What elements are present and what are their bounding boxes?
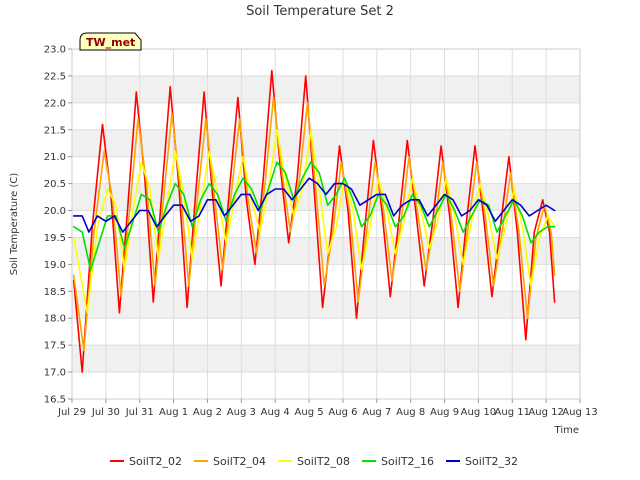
y-tick-label: 21.0 — [44, 152, 66, 163]
legend-item: SoilT2_16 — [362, 455, 434, 468]
plot-frame — [71, 48, 581, 400]
x-tick-label: Aug 11 — [495, 407, 530, 418]
legend-item: SoilT2_04 — [194, 455, 266, 468]
x-tick-label: Aug 3 — [227, 407, 256, 418]
x-axis-label: Time — [554, 425, 579, 436]
x-tick-label: Aug 2 — [193, 407, 222, 418]
y-axis-label: Soil Temperature (C) — [9, 173, 20, 276]
x-tick-label: Jul 29 — [57, 407, 86, 418]
y-tick-label: 23.0 — [44, 45, 66, 56]
y-tick-label: 22.0 — [44, 98, 66, 109]
legend-label: SoilT2_08 — [297, 455, 350, 468]
plot-band — [72, 75, 580, 103]
legend-label: SoilT2_04 — [213, 455, 266, 468]
site-label-shape — [79, 32, 142, 51]
y-tick-label: 19.5 — [44, 233, 66, 244]
y-axis-ticks: 16.5 17.0 17.5 18.0 18.5 19.0 19.5 20.0 20.5 21.0… — [44, 45, 72, 406]
x-tick-label: Aug 5 — [295, 407, 324, 418]
series-line-soilt2_16 — [72, 161, 556, 271]
series-line-soilt2_08 — [72, 129, 556, 314]
series-lines — [72, 69, 556, 373]
x-tick-label: Aug 9 — [430, 407, 459, 418]
y-tick-label: 20.5 — [44, 179, 66, 190]
plot-band — [72, 291, 580, 319]
x-tick-label: Aug 10 — [461, 407, 496, 418]
plot-band — [72, 345, 580, 373]
site-label-box: TW_met — [79, 32, 142, 51]
legend: SoilT2_02 SoilT2_04 SoilT2_08 SoilT2_16 Soil… — [110, 455, 518, 468]
legend-item: SoilT2_02 — [110, 455, 182, 468]
y-tick-label: 22.5 — [44, 71, 66, 82]
legend-label: SoilT2_32 — [465, 455, 518, 468]
y-tick-label: 17.5 — [44, 341, 66, 352]
y-tick-label: 19.0 — [44, 260, 66, 271]
x-tick-label: Aug 6 — [328, 407, 357, 418]
legend-label: SoilT2_02 — [129, 455, 182, 468]
chart-title: Soil Temperature Set 2 — [246, 4, 394, 19]
y-tick-label: 21.5 — [44, 125, 66, 136]
x-tick-label: Aug 13 — [562, 407, 597, 418]
x-tick-label: Aug 8 — [396, 407, 425, 418]
x-tick-label: Aug 12 — [528, 407, 563, 418]
x-tick-label: Aug 1 — [159, 407, 188, 418]
legend-label: SoilT2_16 — [381, 455, 434, 468]
y-tick-label: 17.0 — [44, 368, 66, 379]
x-tick-label: Aug 7 — [362, 407, 391, 418]
legend-item: SoilT2_32 — [446, 455, 518, 468]
x-tick-label: Jul 30 — [91, 407, 120, 418]
site-label: TW_met — [86, 36, 135, 49]
plot-band — [72, 129, 580, 157]
x-tick-label: Aug 4 — [261, 407, 290, 418]
series-line-soilt2_32 — [72, 177, 556, 233]
y-tick-label: 16.5 — [44, 395, 66, 406]
y-tick-label: 20.0 — [44, 206, 66, 217]
x-axis-ticks: Jul 29 Jul 30 Jul 31 Aug 1 Aug 2 Aug 3 Aug 4 Au… — [57, 399, 598, 418]
x-tick-label: Jul 31 — [125, 407, 154, 418]
y-tick-label: 18.0 — [44, 314, 66, 325]
y-tick-label: 18.5 — [44, 287, 66, 298]
legend-item: SoilT2_08 — [278, 455, 350, 468]
